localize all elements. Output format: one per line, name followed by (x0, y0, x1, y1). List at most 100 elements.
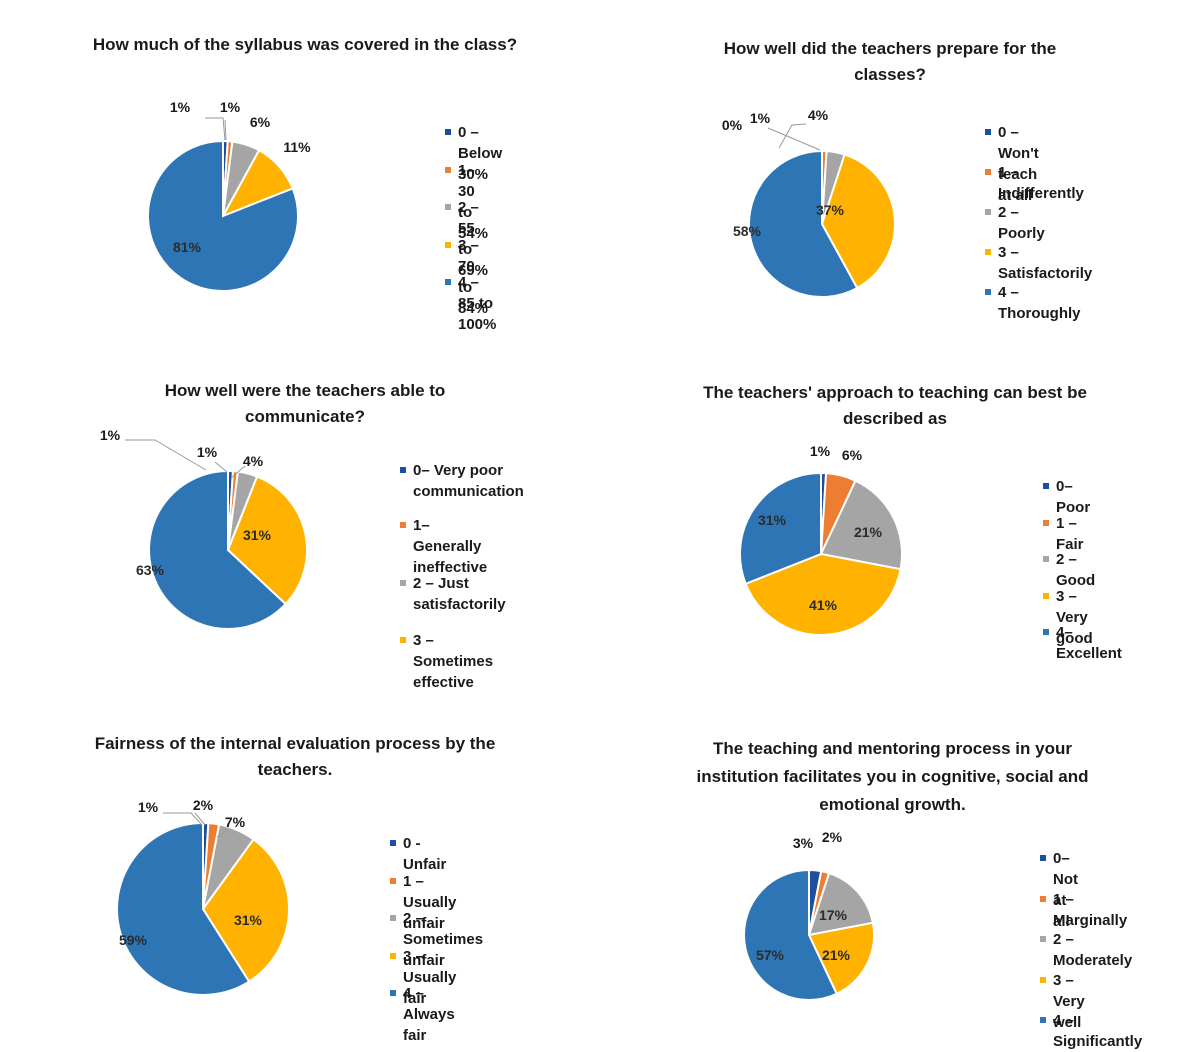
data-label: 4% (243, 453, 264, 469)
legend-label: 2 – 55 to 69% (458, 199, 489, 279)
legend-swatch (985, 249, 991, 255)
legend-swatch (445, 204, 451, 210)
data-label: 41% (809, 597, 838, 613)
legend-swatch (1040, 895, 1046, 902)
legend-swatch (390, 990, 396, 996)
pie-chart: 3% 2% 17% 21% 57% (743, 829, 875, 1001)
data-label: 1% (197, 444, 218, 460)
legend-swatch (1040, 1017, 1046, 1023)
legend-label: 3 – Usually fair (403, 947, 457, 1007)
leader-line (214, 461, 228, 473)
legend-swatch (400, 522, 406, 528)
legend-label: 2 – Moderately (1053, 931, 1133, 969)
pie-slice (743, 868, 839, 1001)
data-label: 31% (243, 527, 272, 543)
legend-swatch (1043, 556, 1049, 562)
pie-slice (807, 921, 875, 996)
data-label: 31% (758, 512, 787, 528)
data-label: 1% (750, 110, 771, 126)
pie-slice (739, 471, 822, 586)
legend-label: 1 – Indifferently (998, 164, 1084, 202)
chart-panel-mentoring: The teaching and mentoring process in yo… (600, 705, 1178, 1050)
chart-title: How well did the teachers prepare for th… (723, 39, 1057, 84)
data-label: 57% (756, 947, 785, 963)
legend-label: 0– Very poor communication (413, 462, 524, 500)
leader-line (163, 812, 203, 826)
data-label: 21% (822, 947, 851, 963)
legend-label: 1 – Fair (1056, 514, 1084, 553)
chart-legend: 0 - Unfair 1 – Usually unfair 2 – Sometime… (390, 833, 580, 1044)
pie-slice (744, 552, 902, 636)
data-label: 1% (138, 799, 159, 815)
legend-label: 3 – Very well (1053, 971, 1085, 1031)
chart-title: The teachers' approach to teaching can b… (703, 383, 1087, 428)
pie-chart: 1% 1% 6% 11% 81% (147, 99, 311, 292)
legend-label: 0 – Won't teach at all (998, 124, 1039, 204)
legend-label: 2 – Good (1056, 551, 1096, 589)
pie-slice (201, 838, 290, 983)
chart-panel-fairness: Fairness of the internal evaluation proc… (5, 705, 583, 1044)
legend-label: 3 – Sometimes effective (413, 632, 494, 691)
legend-swatch (390, 952, 396, 959)
data-label: 0% (722, 117, 743, 133)
legend-swatch (1040, 976, 1046, 983)
data-label: 11% (283, 139, 311, 155)
chart-legend: 0– Not at all 1 – Marginally 2 – Moderatel… (1040, 848, 1175, 1050)
legend-swatch (985, 289, 991, 295)
data-label: 59% (119, 932, 148, 948)
data-label: 1% (100, 427, 121, 443)
chart-panel-preparation: How well did the teachers prepare for th… (600, 10, 1178, 325)
data-label: 2% (193, 797, 214, 813)
legend-label: 3 – Very good (1056, 587, 1093, 647)
data-label: 31% (234, 912, 263, 928)
legend-swatch (1043, 519, 1049, 526)
legend-label: 2 – Sometimes unfair (403, 910, 484, 969)
legend-label: 4– Excellent (1056, 624, 1122, 662)
data-label: 6% (842, 447, 863, 463)
pie-slice (819, 479, 903, 571)
data-label: 63% (136, 562, 165, 578)
data-label: 81% (173, 239, 202, 255)
legend-swatch (445, 166, 451, 173)
data-label: 6% (250, 114, 271, 130)
legend-label: 0 - Unfair (403, 835, 447, 873)
data-label: 7% (225, 814, 246, 830)
chart-title: Fairness of the internal evaluation proc… (94, 734, 496, 779)
legend-swatch (445, 129, 451, 135)
data-label: 4% (808, 107, 829, 123)
chart-legend: 0 –Below 30% 1– 30 to 54% 2 – 55 to 69% 3 –… (445, 122, 585, 333)
chart-title: How much of the syllabus was covered in … (92, 35, 518, 54)
legend-label: 0– Poor (1056, 478, 1091, 516)
data-label: 58% (733, 223, 762, 239)
chart-panel-syllabus: How much of the syllabus was covered in … (5, 10, 585, 333)
data-label: 2% (822, 829, 843, 845)
legend-label: 3 – 70 to 84% (458, 236, 489, 317)
legend-label: 1– Generally ineffective (413, 517, 488, 576)
legend-label: 2 – Poorly (998, 204, 1045, 242)
legend-swatch (390, 915, 396, 921)
chart-title: The teaching and mentoring process in yo… (696, 739, 1089, 814)
chart-panel-approach: The teachers' approach to teaching can b… (600, 355, 1178, 680)
legend-swatch (390, 877, 396, 884)
legend-label: 1– 30 to 54% (458, 161, 489, 242)
pie-slice (820, 153, 896, 290)
pie-slice (116, 821, 251, 996)
pie-slice (147, 139, 299, 292)
leader-line (230, 465, 246, 479)
pie-slice (748, 149, 859, 298)
legend-label: 4 – 85 to 100% (458, 274, 497, 333)
legend-swatch (400, 467, 406, 473)
chart-legend: 0– Very poor communication 1– Generally i… (400, 460, 580, 691)
leader-line (125, 439, 207, 471)
chart-legend: 0– Poor 1 – Fair 2 – Good 3 – Very good 4– E… (1043, 476, 1173, 666)
leader-line (224, 119, 227, 141)
legend-swatch (1040, 936, 1046, 942)
data-label: 1% (220, 99, 241, 115)
data-label: 1% (810, 443, 831, 459)
data-label: 21% (854, 524, 883, 540)
pie-chart: 1% 1% 4% 31% 63% (100, 427, 308, 630)
legend-label: 4 – Significantly (1053, 1012, 1143, 1050)
legend-label: 0– Not at all (1053, 850, 1078, 930)
legend-label: 4 –Thoroughly (998, 284, 1081, 322)
legend-swatch (1043, 629, 1049, 635)
